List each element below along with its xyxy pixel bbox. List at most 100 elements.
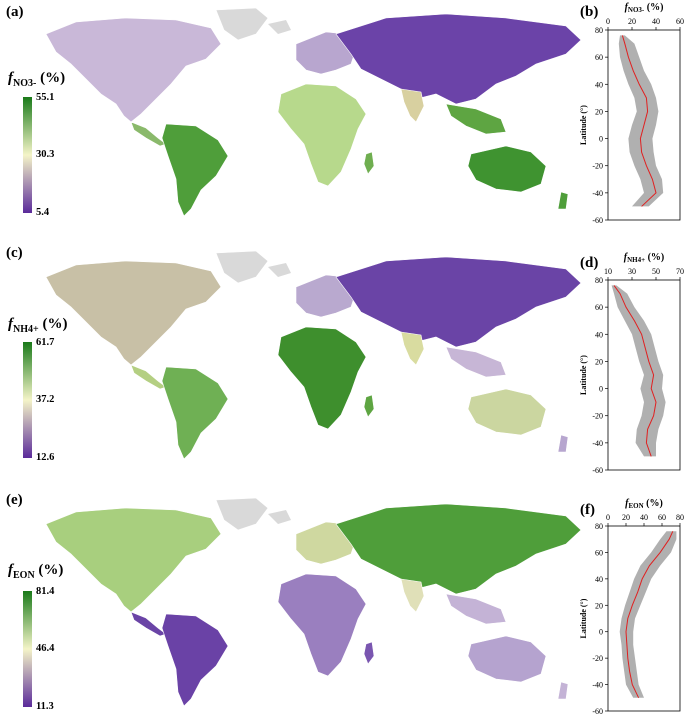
y-axis-label: Latitude (°) <box>580 598 588 638</box>
colorbar-min-no3: 5.4 <box>36 207 50 218</box>
continent-africa <box>277 83 367 187</box>
y-tick-label: 0 <box>599 135 603 144</box>
latitude-profile-nh4: fNH4+ (%) 10 30 50 70 80 60 40 20 0 -20 -40 -60 Latit… <box>580 252 684 475</box>
continent-greenland <box>215 497 269 531</box>
colorbar-min-eon: 11.3 <box>36 701 54 712</box>
continent-south-america <box>161 123 229 217</box>
continent-iceland <box>268 20 291 34</box>
continent-north-america <box>45 507 222 613</box>
continent-south-america <box>161 613 229 707</box>
y-tick-label: 20 <box>595 357 603 366</box>
y-tick-label: 80 <box>595 276 603 285</box>
x-tick-label: 40 <box>652 17 660 26</box>
continent-africa <box>277 573 367 677</box>
continent-india <box>400 578 425 613</box>
continent-australia <box>467 388 547 436</box>
x-tick-label: 70 <box>676 267 684 276</box>
panel-label-a: (a) <box>6 4 24 20</box>
x-tick-label: 50 <box>652 267 660 276</box>
profile-frame <box>607 29 681 221</box>
mean-line <box>613 285 657 457</box>
mean-line <box>625 531 674 699</box>
uncertainty-band <box>611 285 666 457</box>
continent-madagascar <box>363 394 375 418</box>
continent-iceland <box>268 263 291 277</box>
continent-europe <box>295 274 357 318</box>
latitude-profile-no3: fNO3- (%) 0 20 40 60 80 60 40 20 0 -20 -40 -60 Latitu… <box>580 2 684 225</box>
panel-label-c: (c) <box>6 245 23 261</box>
continent-south-america <box>161 366 229 460</box>
y-tick-label: -40 <box>592 439 603 448</box>
profile-title: fNH4+ (%) <box>624 252 665 264</box>
continent-asia <box>335 503 582 595</box>
y-tick-label: 0 <box>599 628 603 637</box>
colorbar-no3 <box>23 97 32 213</box>
y-tick-label: -60 <box>592 216 603 225</box>
y-tick-label: -40 <box>592 681 603 690</box>
y-tick-label: -20 <box>592 412 603 421</box>
profile-title: fEON (%) <box>625 498 663 510</box>
y-tick-label: -20 <box>592 654 603 663</box>
continent-australia <box>467 635 547 683</box>
world-map-eon <box>45 497 582 707</box>
colorbar-max-nh4: 61.7 <box>36 337 55 348</box>
continent-australia <box>467 145 547 193</box>
continent-north-america <box>45 260 222 366</box>
panel-label-f: (f) <box>580 502 595 518</box>
y-tick-label: 80 <box>595 26 603 35</box>
y-tick-label: -20 <box>592 162 603 171</box>
continent-asia <box>335 256 582 348</box>
y-tick-label: 40 <box>595 80 603 89</box>
y-tick-label: -60 <box>592 466 603 475</box>
x-tick-label: 30 <box>628 267 636 276</box>
continent-se-asia <box>445 346 507 378</box>
y-tick-label: 60 <box>595 53 603 62</box>
mean-line <box>621 35 657 207</box>
y-tick-label: 20 <box>595 601 603 610</box>
x-tick-label: 60 <box>676 17 684 26</box>
x-tick-label: 20 <box>622 513 630 522</box>
continent-india <box>400 331 425 366</box>
continent-central-america <box>130 611 167 637</box>
y-tick-label: 60 <box>595 548 603 557</box>
colorbar-nh4 <box>23 342 32 458</box>
profile-title: fNO3- (%) <box>625 2 664 14</box>
legend-title-no3: fNO3- (%) <box>8 70 66 89</box>
colorbar-mid-eon: 46.4 <box>36 643 55 654</box>
colorbar-eon <box>23 591 32 707</box>
legend-title-nh4: fNH4+ (%) <box>8 316 68 335</box>
y-tick-label: 80 <box>595 522 603 531</box>
continent-madagascar <box>363 641 375 665</box>
colorbar-min-nh4: 12.6 <box>36 452 55 463</box>
continent-greenland <box>215 7 269 41</box>
colorbar-mid-nh4: 37.2 <box>36 394 55 405</box>
colorbar-mid-no3: 30.3 <box>36 149 55 160</box>
continent-africa <box>277 326 367 430</box>
world-map-no3 <box>45 7 582 217</box>
panel-label-b: (b) <box>580 4 599 20</box>
x-tick-label: 10 <box>604 267 612 276</box>
x-tick-label: 40 <box>640 513 648 522</box>
world-map-nh4 <box>45 250 582 460</box>
continent-greenland <box>215 250 269 284</box>
y-tick-label: -60 <box>592 707 603 716</box>
continent-madagascar <box>363 151 375 175</box>
continent-new-zealand <box>557 191 569 210</box>
continent-asia <box>335 13 582 105</box>
y-tick-label: -40 <box>592 189 603 198</box>
continent-europe <box>295 31 357 75</box>
latitude-profile-eon: fEON (%) 0 20 40 60 80 80 60 40 20 0 -20 -40 -60 Latit… <box>580 498 684 716</box>
x-tick-label: 80 <box>676 513 684 522</box>
continent-se-asia <box>445 103 507 135</box>
y-axis-label: Latitude (°) <box>580 355 588 395</box>
continent-iceland <box>268 510 291 524</box>
x-tick-label: 0 <box>606 513 610 522</box>
colorbar-max-eon: 81.4 <box>36 586 55 597</box>
profile-frame <box>607 279 681 471</box>
y-axis-label: Latitude (°) <box>580 105 588 145</box>
y-tick-label: 0 <box>599 385 603 394</box>
y-tick-label: 40 <box>595 575 603 584</box>
continent-new-zealand <box>557 681 569 700</box>
y-tick-label: 40 <box>595 330 603 339</box>
continent-india <box>400 88 425 123</box>
